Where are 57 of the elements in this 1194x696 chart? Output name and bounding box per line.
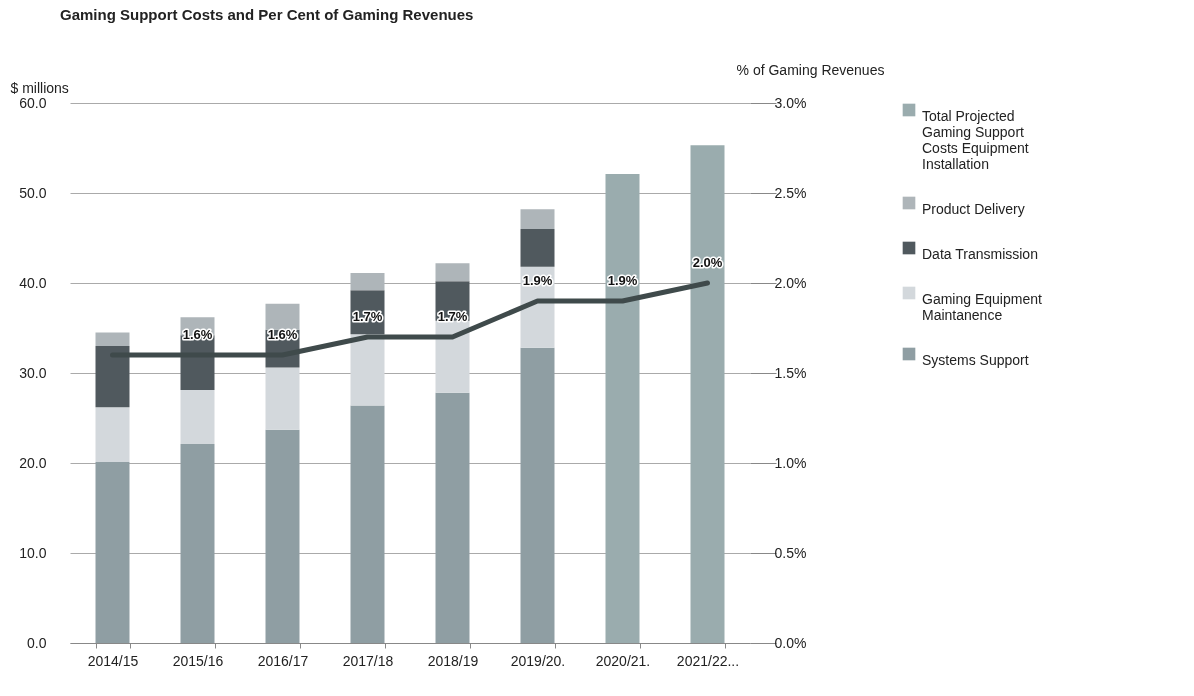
bar xyxy=(435,263,470,282)
bar xyxy=(265,303,300,330)
y2-tick-label: 0.5% xyxy=(774,544,807,561)
data-label: 2.0% xyxy=(692,255,723,270)
bar xyxy=(435,320,470,393)
bar xyxy=(520,209,555,229)
bar xyxy=(350,273,385,291)
x-tick-label: 2016/17 xyxy=(257,652,309,669)
y2-tick-label: 3.0% xyxy=(774,94,807,111)
data-label: 1.6% xyxy=(267,327,298,342)
bar xyxy=(350,334,385,406)
legend-label: Total Projected Gaming Support Costs Equipment Installation xyxy=(922,108,1029,172)
bar xyxy=(95,407,130,463)
y-tick-label: 20.0 xyxy=(19,454,47,471)
legend-label: Data Transmission xyxy=(922,246,1038,262)
y-tick-label: 10.0 xyxy=(19,544,47,561)
y2-axis-title: % of Gaming Revenues xyxy=(736,61,885,78)
y-tick-label: 60.0 xyxy=(19,94,47,111)
bar xyxy=(520,347,555,643)
y2-tick-label: 0.0% xyxy=(774,634,807,651)
x-tick-label: 2021/22... xyxy=(676,652,740,669)
y-axis-title: $ millions xyxy=(10,79,69,96)
x-tick-label: 2017/18 xyxy=(342,652,394,669)
data-label: 1.7% xyxy=(352,309,383,324)
y2-tick-label: 2.0% xyxy=(774,274,807,291)
y2-tick-label: 1.5% xyxy=(774,364,807,381)
bar xyxy=(350,405,385,643)
x-tick-label: 2018/19 xyxy=(427,652,479,669)
bar xyxy=(265,367,300,430)
bar xyxy=(95,462,130,643)
bar xyxy=(265,429,300,643)
legend-label: Systems Support xyxy=(922,352,1029,368)
data-label: 1.9% xyxy=(522,273,553,288)
bar xyxy=(605,174,640,643)
bar xyxy=(95,346,130,408)
bar xyxy=(180,390,215,445)
y-tick-label: 30.0 xyxy=(19,364,47,381)
legend-label: Gaming Equipment Maintanence xyxy=(922,291,1042,323)
data-label: 1.7% xyxy=(437,309,468,324)
y-tick-label: 0.0 xyxy=(27,634,47,651)
data-label: 1.6% xyxy=(182,327,213,342)
bar xyxy=(520,229,555,267)
x-tick-label: 2020/21. xyxy=(595,652,651,669)
chart-title: Gaming Support Costs and Per Cent of Gaming Revenues xyxy=(60,6,474,23)
x-tick-label: 2015/16 xyxy=(172,652,224,669)
bar xyxy=(95,332,130,346)
y-tick-label: 50.0 xyxy=(19,184,47,201)
bar xyxy=(435,392,470,643)
y2-tick-label: 2.5% xyxy=(774,184,807,201)
x-tick-label: 2019/20. xyxy=(510,652,566,669)
legend-label: Product Delivery xyxy=(922,201,1025,217)
y2-tick-label: 1.0% xyxy=(774,454,807,471)
data-label: 1.9% xyxy=(607,273,638,288)
y-tick-label: 40.0 xyxy=(19,274,47,291)
bar xyxy=(180,444,215,643)
x-tick-label: 2014/15 xyxy=(87,652,139,669)
bar xyxy=(690,145,725,643)
